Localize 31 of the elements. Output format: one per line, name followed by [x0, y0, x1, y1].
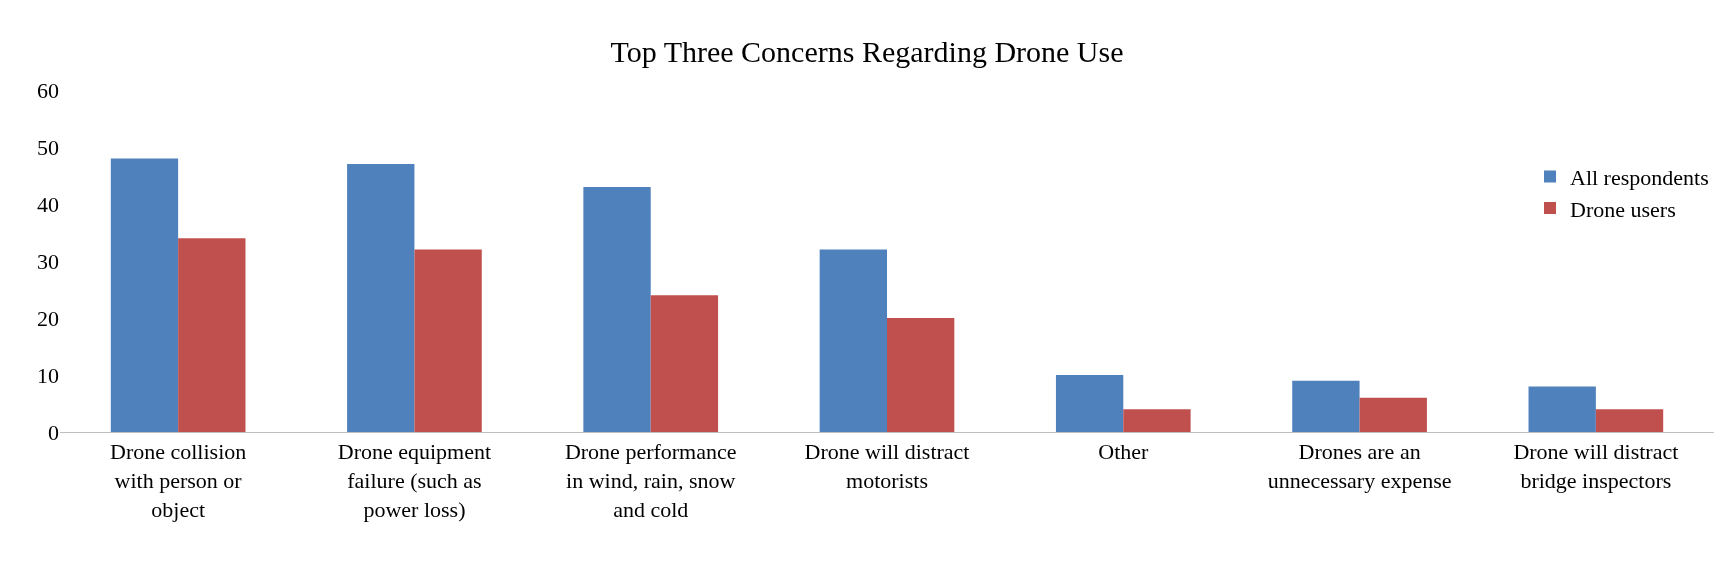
bar [414, 249, 482, 432]
x-tick-label: Drone equipment failure (such as power loss) [337, 439, 492, 522]
y-tick-label: 50 [37, 134, 59, 160]
bar [110, 158, 179, 432]
x-tick-label: Drone performance in wind, rain, snow and cold [564, 439, 737, 522]
y-tick-label: 10 [37, 362, 59, 388]
bar [1595, 409, 1664, 432]
y-tick-label: 0 [48, 419, 59, 445]
bar [887, 318, 955, 432]
bar [178, 238, 246, 432]
bar [583, 186, 651, 432]
bar [1055, 375, 1124, 432]
x-tick-label: Other [1098, 439, 1150, 465]
chart-title: Top Three Concerns Regarding Drone Use [610, 34, 1124, 68]
y-tick-label: 60 [37, 77, 59, 103]
bar [347, 164, 415, 432]
y-tick-label: 20 [37, 305, 59, 331]
y-tick-label: 40 [37, 191, 59, 217]
legend-label: Drone users [1570, 196, 1676, 222]
bar [819, 249, 887, 432]
bar [650, 295, 719, 432]
x-tick-label: Drone will distract bridge inspectors [1513, 439, 1679, 493]
bar [1292, 380, 1360, 432]
legend-label: All respondents [1570, 164, 1709, 190]
bar [1123, 409, 1191, 432]
x-tick-label: Drone collision with person or object [110, 439, 247, 522]
bar [1528, 386, 1596, 432]
x-tick-label: Drone will distract motorists [804, 439, 970, 493]
bar [1359, 397, 1427, 432]
y-tick-label: 30 [37, 248, 59, 274]
x-tick-label: Drones are an unnecessary expense [1267, 439, 1452, 493]
